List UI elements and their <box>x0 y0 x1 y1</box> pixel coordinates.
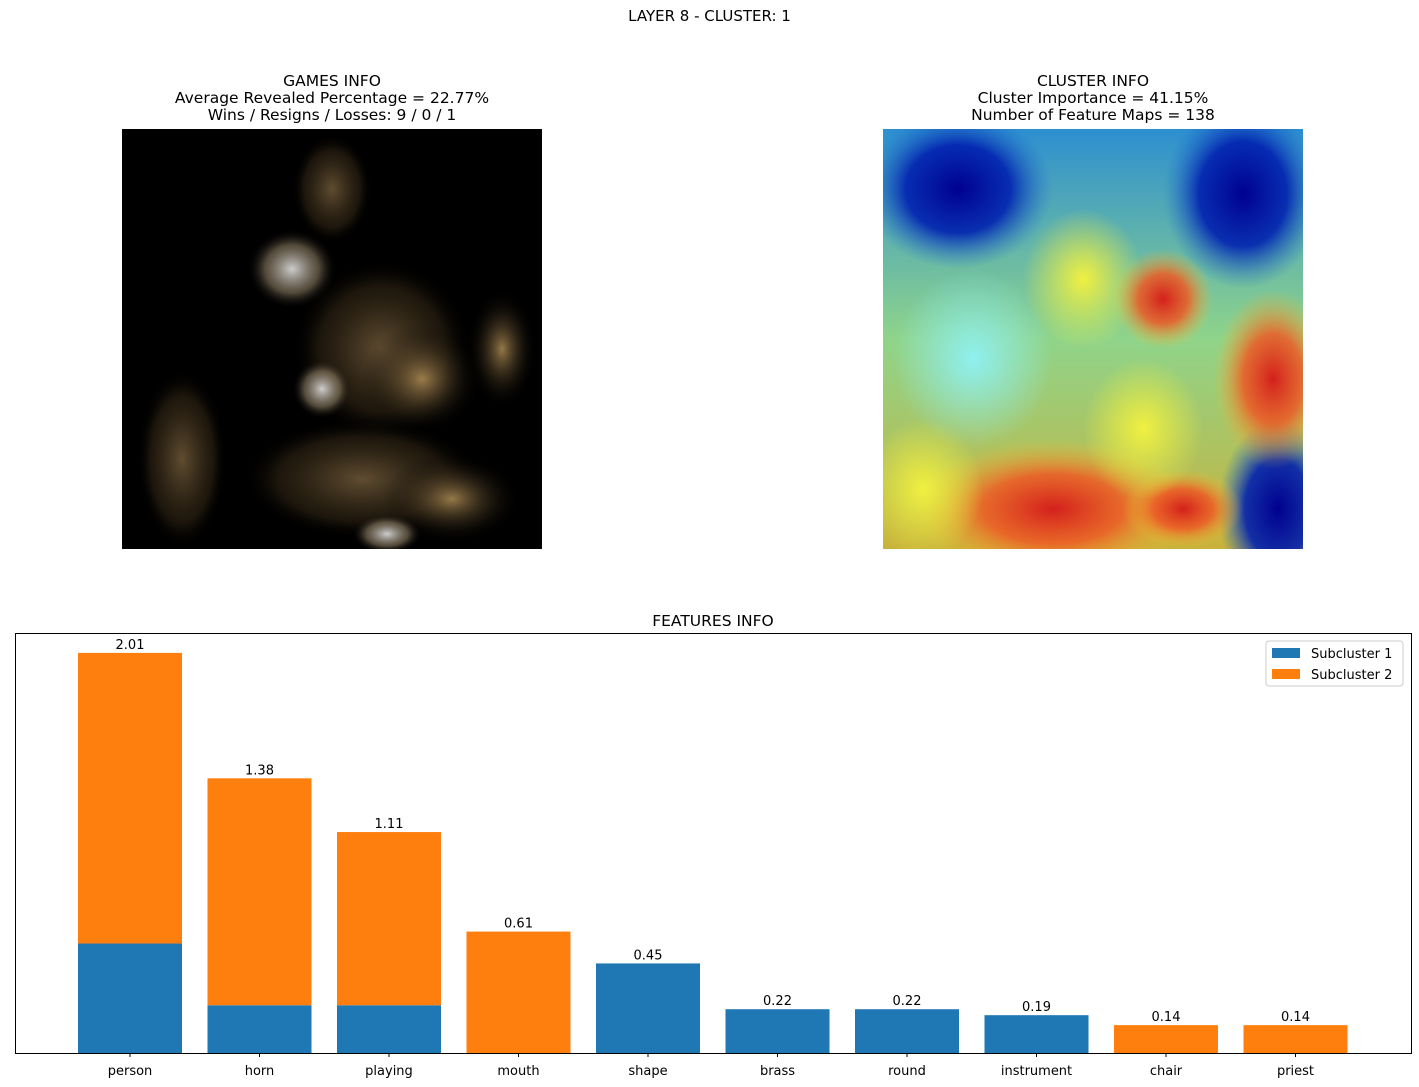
x-tick-label-playing: playing <box>365 1064 413 1079</box>
bar-total-label-shape: 0.45 <box>634 948 663 963</box>
bar-total-label-mouth: 0.61 <box>504 917 533 932</box>
legend-label-subcluster-2: Subcluster 2 <box>1311 668 1392 683</box>
bar-person-subcluster-2 <box>78 652 182 944</box>
cluster-info-header: CLUSTER INFO Cluster Importance = 41.15%… <box>883 73 1303 124</box>
chart-frame <box>15 633 1412 1054</box>
legend-swatch-subcluster-2 <box>1272 669 1300 679</box>
x-tick-label-shape: shape <box>628 1064 667 1079</box>
bar-total-label-person: 2.01 <box>116 638 145 653</box>
games-info-title: GAMES INFO <box>283 72 381 90</box>
bar-horn-subcluster-1 <box>207 1005 312 1053</box>
x-tick-label-mouth: mouth <box>497 1064 539 1079</box>
legend-box <box>1265 640 1404 687</box>
x-tick-label-priest: priest <box>1277 1064 1314 1079</box>
x-tick-label-person: person <box>108 1064 153 1079</box>
bar-playing-subcluster-1 <box>337 1005 441 1053</box>
bar-instrument-subcluster-1 <box>984 1015 1089 1053</box>
bar-person-subcluster-1 <box>78 943 182 1053</box>
games-info-record: Wins / Resigns / Losses: 9 / 0 / 1 <box>207 106 457 124</box>
features-info-title: FEATURES INFO <box>652 612 774 630</box>
games-info-header: GAMES INFO Average Revealed Percentage =… <box>122 73 542 124</box>
bar-brass-subcluster-1 <box>725 1009 830 1053</box>
bar-total-label-playing: 1.11 <box>375 817 404 832</box>
x-tick-label-chair: chair <box>1150 1064 1183 1079</box>
legend-label-subcluster-1: Subcluster 1 <box>1311 647 1392 662</box>
bar-total-label-chair: 0.14 <box>1152 1010 1181 1025</box>
x-tick-label-brass: brass <box>760 1064 795 1079</box>
bar-total-label-instrument: 0.19 <box>1022 1000 1051 1015</box>
bar-priest-subcluster-2 <box>1243 1025 1348 1053</box>
x-tick-label-round: round <box>888 1064 926 1079</box>
bar-playing-subcluster-2 <box>337 832 441 1006</box>
x-tick-label-horn: horn <box>245 1064 275 1079</box>
x-tick-label-instrument: instrument <box>1001 1064 1072 1079</box>
cluster-info-importance: Cluster Importance = 41.15% <box>977 89 1209 107</box>
bar-total-label-horn: 1.38 <box>245 763 274 778</box>
cluster-heatmap-image <box>883 129 1303 549</box>
figure-title: LAYER 8 - CLUSTER: 1 <box>628 7 791 25</box>
masked-revealed-image <box>122 129 542 549</box>
games-info-revealed: Average Revealed Percentage = 22.77% <box>174 89 490 107</box>
bar-mouth-subcluster-2 <box>466 931 571 1053</box>
bar-total-label-priest: 0.14 <box>1281 1010 1310 1025</box>
bar-horn-subcluster-2 <box>207 778 312 1006</box>
legend-swatch-subcluster-1 <box>1272 648 1300 658</box>
cluster-info-title: CLUSTER INFO <box>1036 72 1150 90</box>
bar-shape-subcluster-1 <box>596 963 700 1053</box>
cluster-info-feature-maps: Number of Feature Maps = 138 <box>971 106 1215 124</box>
bar-total-label-brass: 0.22 <box>763 994 792 1009</box>
bar-round-subcluster-1 <box>855 1009 959 1053</box>
bar-total-label-round: 0.22 <box>893 994 922 1009</box>
bar-chair-subcluster-2 <box>1114 1025 1218 1053</box>
